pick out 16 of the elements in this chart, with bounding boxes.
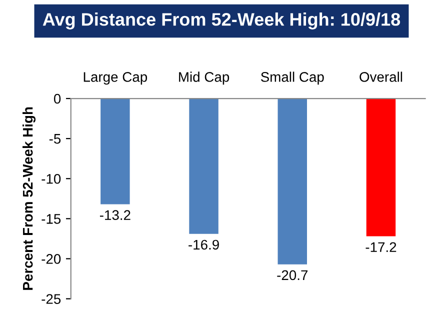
x-tick-label: Mid Cap	[179, 72, 230, 85]
y-axis-title: Percent From 52-Week High	[22, 107, 36, 290]
y-tick-label: -5	[49, 134, 61, 144]
y-tick-label: -15	[42, 214, 61, 224]
y-tick-label: -10	[42, 174, 61, 184]
x-tick-label: Large Cap	[84, 72, 148, 85]
y-tick-label: -25	[42, 294, 61, 304]
data-label: -16.9	[188, 240, 219, 250]
x-tick-label: Overall	[360, 72, 402, 82]
y-tick-label: -20	[42, 254, 61, 264]
x-tick-label: Small Cap	[260, 72, 324, 85]
y-tick-label: 0	[54, 94, 61, 104]
data-label: -13.2	[100, 210, 130, 220]
data-label: -20.7	[277, 270, 308, 280]
data-label: -17.2	[366, 242, 396, 252]
chart-title: Avg Distance From 52-Week High: 10/9/18	[42, 12, 400, 30]
